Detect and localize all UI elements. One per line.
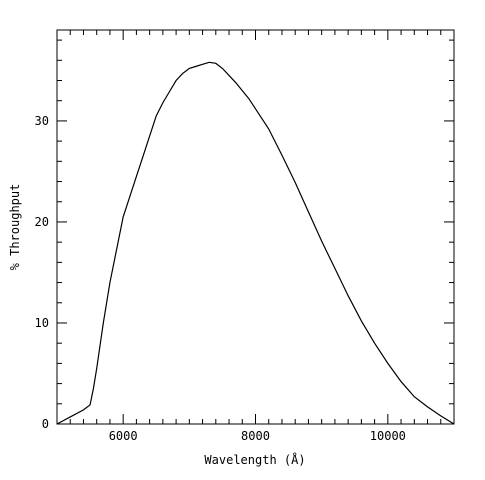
x-axis-title: Wavelength (Å)	[204, 452, 305, 467]
axis-ticks	[56, 30, 455, 425]
y-tick-label: 10	[35, 316, 49, 330]
y-axis-title: % Throughput	[8, 184, 22, 271]
y-tick-label: 30	[35, 114, 49, 128]
axis-tick-labels: 6000 8000 10000 0 10 20 30	[35, 114, 406, 443]
y-tick-label: 20	[35, 215, 49, 229]
x-tick-label: 8000	[241, 429, 270, 443]
x-tick-label: 10000	[370, 429, 406, 443]
series-line	[56, 61, 455, 425]
y-tick-label: 0	[42, 417, 49, 431]
plot-frame	[56, 29, 455, 425]
x-tick-label: 6000	[109, 429, 138, 443]
